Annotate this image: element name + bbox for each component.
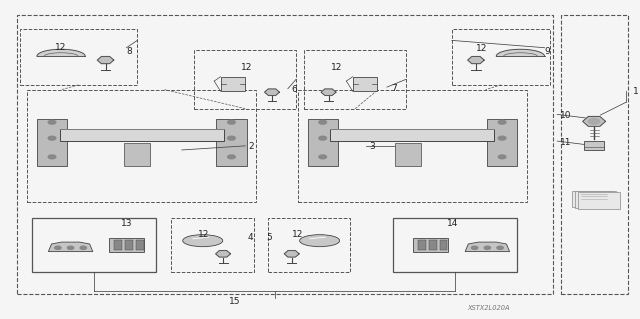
- Polygon shape: [496, 49, 545, 56]
- Polygon shape: [284, 251, 299, 257]
- Circle shape: [67, 246, 74, 249]
- Circle shape: [588, 119, 600, 124]
- Bar: [268, 218, 350, 272]
- Bar: [115, 240, 122, 249]
- Circle shape: [228, 136, 236, 140]
- Text: 2: 2: [248, 142, 254, 151]
- Bar: [124, 143, 150, 166]
- Polygon shape: [468, 56, 484, 64]
- Text: 4: 4: [247, 233, 253, 242]
- Bar: [578, 192, 620, 209]
- Circle shape: [48, 136, 56, 140]
- Bar: [452, 29, 550, 85]
- Circle shape: [319, 136, 326, 140]
- Bar: [20, 29, 138, 85]
- Bar: [561, 15, 628, 294]
- Ellipse shape: [300, 235, 340, 247]
- Bar: [413, 238, 447, 252]
- Polygon shape: [37, 49, 85, 56]
- Circle shape: [48, 155, 56, 159]
- Circle shape: [499, 136, 506, 140]
- Bar: [37, 119, 67, 166]
- Bar: [136, 240, 144, 249]
- Circle shape: [499, 120, 506, 124]
- Text: 12: 12: [198, 230, 209, 239]
- Bar: [171, 218, 253, 272]
- Text: 9: 9: [545, 47, 550, 56]
- Bar: [395, 143, 421, 166]
- Text: 6: 6: [292, 85, 298, 94]
- Text: 12: 12: [331, 63, 342, 72]
- Text: 12: 12: [476, 44, 487, 53]
- Bar: [305, 50, 406, 109]
- Bar: [298, 90, 527, 202]
- Bar: [429, 240, 436, 249]
- Bar: [487, 119, 517, 166]
- Text: 14: 14: [447, 219, 458, 228]
- Bar: [330, 129, 495, 141]
- Text: XSTX2L020A: XSTX2L020A: [468, 305, 510, 311]
- Text: 13: 13: [122, 219, 133, 228]
- Text: 11: 11: [560, 137, 572, 146]
- Circle shape: [499, 155, 506, 159]
- Text: 15: 15: [229, 297, 241, 306]
- Circle shape: [319, 155, 326, 159]
- Circle shape: [228, 155, 236, 159]
- Polygon shape: [97, 56, 114, 64]
- Bar: [33, 218, 156, 272]
- Text: 8: 8: [127, 47, 132, 56]
- Bar: [28, 90, 256, 202]
- Text: 7: 7: [392, 84, 397, 93]
- Text: 1: 1: [633, 87, 639, 96]
- Bar: [394, 218, 517, 272]
- Text: 5: 5: [266, 233, 272, 242]
- Polygon shape: [321, 89, 336, 95]
- Polygon shape: [353, 77, 377, 91]
- Polygon shape: [264, 89, 280, 95]
- Bar: [308, 119, 338, 166]
- Bar: [109, 238, 144, 252]
- Polygon shape: [216, 251, 230, 257]
- Circle shape: [497, 246, 503, 249]
- Bar: [584, 141, 604, 150]
- Circle shape: [228, 120, 236, 124]
- Text: 10: 10: [560, 111, 572, 120]
- Text: 12: 12: [54, 43, 66, 52]
- Bar: [440, 240, 447, 249]
- Ellipse shape: [182, 235, 223, 247]
- Bar: [125, 240, 133, 249]
- Circle shape: [319, 120, 326, 124]
- Text: 12: 12: [241, 63, 252, 72]
- Bar: [216, 119, 246, 166]
- Bar: [572, 191, 613, 207]
- Bar: [60, 129, 224, 141]
- Text: 3: 3: [369, 142, 375, 151]
- Bar: [418, 240, 426, 249]
- Polygon shape: [582, 116, 605, 126]
- Circle shape: [472, 246, 478, 249]
- Circle shape: [54, 246, 61, 249]
- Polygon shape: [221, 77, 244, 91]
- Polygon shape: [49, 242, 93, 252]
- Text: 12: 12: [292, 230, 303, 239]
- Circle shape: [80, 246, 86, 249]
- Bar: [575, 191, 616, 208]
- Bar: [17, 15, 554, 294]
- Circle shape: [48, 120, 56, 124]
- Polygon shape: [465, 242, 509, 252]
- Bar: [195, 50, 296, 109]
- Circle shape: [484, 246, 490, 249]
